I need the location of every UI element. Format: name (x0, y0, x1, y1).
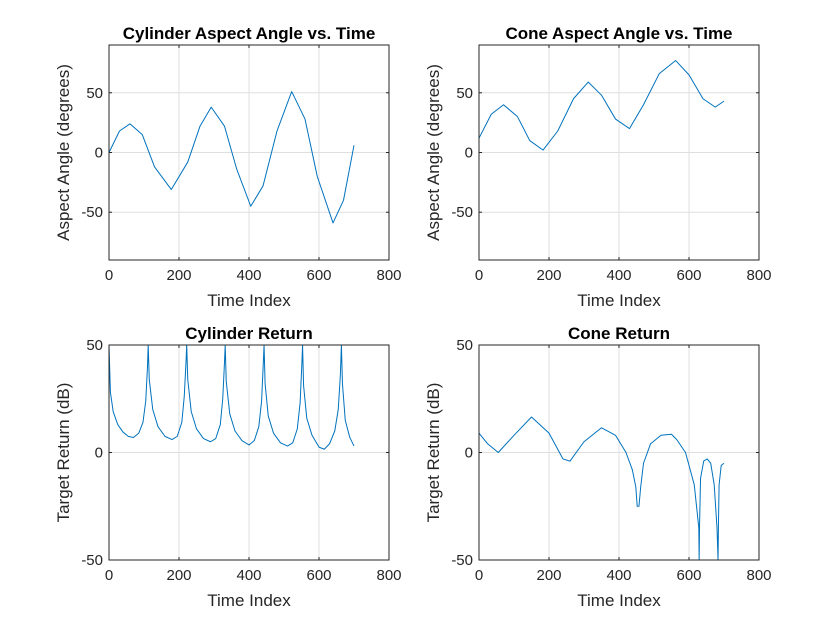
x-tick-label: 400 (606, 567, 631, 584)
chart-title: Cylinder Return (185, 324, 313, 343)
plot-area (479, 60, 725, 151)
x-axis-label: Time Index (577, 591, 661, 610)
x-tick-label: 600 (306, 567, 331, 584)
x-tick-label: 0 (475, 267, 483, 284)
x-tick-label: 600 (676, 267, 701, 284)
chart-title: Cone Return (568, 324, 670, 343)
x-tick-label: 200 (166, 567, 191, 584)
y-tick-label: -50 (81, 204, 103, 221)
axes-cone-aspect-angle: 0 200 400 600 800 -50 0 50 Cone Aspect Angle v… (424, 24, 772, 310)
x-axis-label: Time Index (207, 591, 291, 610)
y-ticks: -50 0 50 (81, 85, 389, 221)
y-axis-label: Target Return (dB) (424, 383, 443, 523)
y-tick-label: -50 (451, 204, 473, 221)
y-ticks: -50 0 50 (451, 85, 759, 221)
chart-title: Cylinder Aspect Angle vs. Time (123, 24, 376, 43)
x-tick-label: 800 (746, 567, 771, 584)
y-ticks: -50 0 50 (451, 337, 759, 569)
y-axis-label: Aspect Angle (degrees) (54, 64, 73, 241)
x-tick-label: 200 (166, 267, 191, 284)
x-tick-label: 0 (105, 567, 113, 584)
x-tick-label: 600 (306, 267, 331, 284)
y-tick-label: 0 (465, 145, 473, 162)
chart-title: Cone Aspect Angle vs. Time (505, 24, 732, 43)
x-tick-label: 800 (746, 267, 771, 284)
axes-cylinder-aspect-angle: 0 200 400 600 800 -50 0 50 Cylinder Aspect Ang… (54, 24, 402, 310)
y-tick-label: -50 (81, 552, 103, 569)
plot-area (109, 345, 355, 450)
x-tick-label: 600 (676, 567, 701, 584)
series-line (479, 60, 725, 151)
y-tick-label: 50 (456, 337, 473, 354)
x-axis-label: Time Index (577, 291, 661, 310)
plot-area (479, 416, 725, 560)
x-tick-label: 200 (536, 267, 561, 284)
y-tick-label: 50 (86, 337, 103, 354)
x-ticks: 0 200 400 600 800 (475, 45, 772, 284)
x-ticks: 0 200 400 600 800 (105, 345, 402, 584)
x-tick-label: 400 (236, 567, 261, 584)
y-tick-label: 0 (95, 445, 103, 462)
y-tick-label: -50 (451, 552, 473, 569)
x-tick-label: 400 (606, 267, 631, 284)
y-axis-label: Target Return (dB) (54, 383, 73, 523)
x-tick-label: 800 (376, 567, 401, 584)
x-tick-label: 200 (536, 567, 561, 584)
x-axis-label: Time Index (207, 291, 291, 310)
x-tick-label: 0 (475, 567, 483, 584)
x-ticks: 0 200 400 600 800 (475, 345, 772, 584)
x-tick-label: 800 (376, 267, 401, 284)
y-tick-label: 50 (86, 85, 103, 102)
y-tick-label: 50 (456, 85, 473, 102)
y-ticks: -50 0 50 (81, 337, 389, 569)
series-line (479, 416, 725, 560)
x-tick-label: 0 (105, 267, 113, 284)
y-axis-label: Aspect Angle (degrees) (424, 64, 443, 241)
plot-area (109, 91, 355, 224)
x-ticks: 0 200 400 600 800 (105, 45, 402, 284)
series-line (109, 345, 355, 450)
y-tick-label: 0 (465, 445, 473, 462)
x-tick-label: 400 (236, 267, 261, 284)
y-tick-label: 0 (95, 145, 103, 162)
series-line (109, 91, 355, 224)
